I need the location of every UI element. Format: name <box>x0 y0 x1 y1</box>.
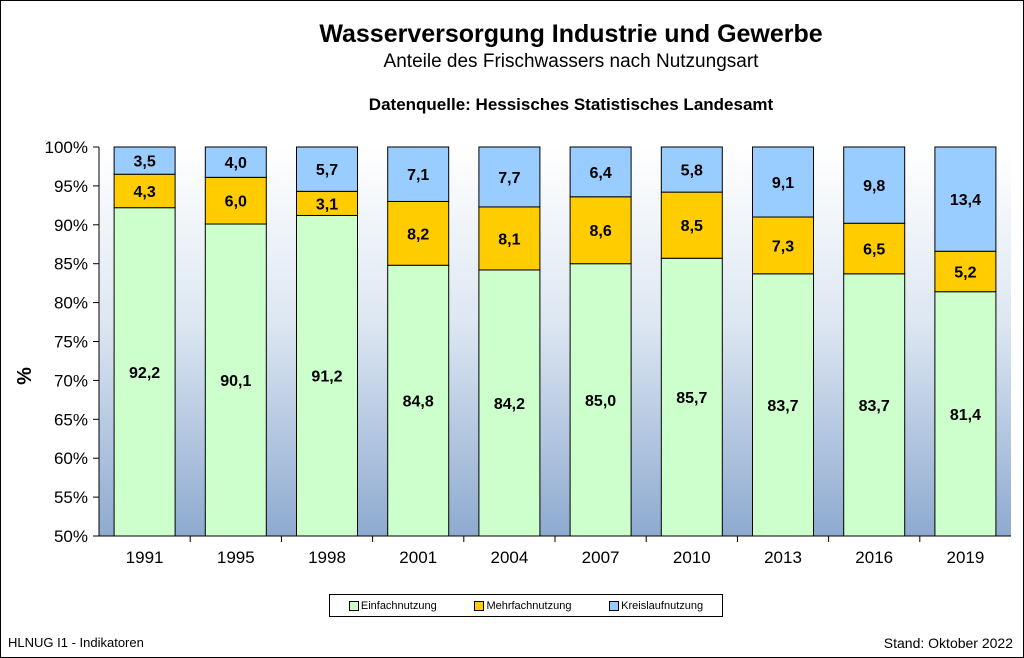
y-tick-label: 75% <box>54 333 88 352</box>
bar-einfachnutzung-2007 <box>569 263 632 537</box>
y-tick-label: 60% <box>54 449 88 468</box>
bar-mehrfachnutzung-2004 <box>478 206 541 271</box>
data-label: 9,8 <box>863 178 885 195</box>
x-tick-label: 2007 <box>582 548 620 567</box>
legend-label: Einfachnutzung <box>360 599 437 612</box>
data-label: 85,7 <box>676 390 707 407</box>
legend: Einfachnutzung Mehrfachnutzung Kreislauf… <box>329 594 723 617</box>
legend-label: Kreislaufnutzung <box>621 599 704 612</box>
data-label: 81,4 <box>950 407 981 424</box>
data-label: 90,1 <box>220 373 251 390</box>
bar-einfachnutzung-2013 <box>752 273 814 537</box>
data-label: 6,0 <box>225 194 247 211</box>
data-source: Datenquelle: Hessisches Statistisches La… <box>368 95 774 114</box>
y-tick-label: 65% <box>54 410 88 429</box>
chart-subtitle: Anteile des Frischwassers nach Nutzungsa… <box>383 51 759 72</box>
data-label: 3,5 <box>133 154 155 171</box>
bar-mehrfachnutzung-2010 <box>660 191 723 259</box>
bar-kreislaufnutzung-2010 <box>660 146 723 193</box>
y-tick-label: 80% <box>54 294 88 313</box>
x-tick-label: 2010 <box>673 548 711 567</box>
legend-label: Mehrfachnutzung <box>486 599 572 612</box>
y-tick-label: 50% <box>54 527 88 546</box>
bar-kreislaufnutzung-1995 <box>204 146 267 178</box>
data-label: 4,3 <box>133 184 155 201</box>
data-label: 6,5 <box>863 242 885 259</box>
footer-right: Stand: Oktober 2022 <box>883 635 1013 651</box>
data-label: 7,3 <box>772 238 794 255</box>
data-label: 5,2 <box>954 264 976 281</box>
bar-einfachnutzung-2019 <box>934 291 997 537</box>
bar-einfachnutzung-1998 <box>296 214 358 537</box>
data-label: 4,0 <box>225 155 247 172</box>
y-tick-label: 95% <box>54 177 88 196</box>
x-tick-label: 2004 <box>490 548 528 567</box>
data-label: 84,2 <box>494 396 525 413</box>
data-label: 8,5 <box>681 218 703 235</box>
chart-plot: 92,2 4,3 3,5 90,1 6,0 4,0 91,2 3,1 5,7 84,8 8,2 7,1… <box>14 138 1011 567</box>
x-tick-label: 1995 <box>217 548 255 567</box>
y-tick-label: 85% <box>54 255 88 274</box>
legend-item-mehrfachnutzung: Mehrfachnutzung <box>474 600 571 612</box>
bar-mehrfachnutzung-2013 <box>752 216 814 275</box>
data-label: 7,7 <box>498 170 520 187</box>
bar-kreislaufnutzung-2019 <box>934 146 997 252</box>
bar-kreislaufnutzung-1998 <box>296 146 358 192</box>
data-label: 8,1 <box>498 231 520 248</box>
data-label: 6,4 <box>589 165 611 182</box>
x-tick-label: 2013 <box>764 548 802 567</box>
data-label: 84,8 <box>403 394 434 411</box>
data-label: 5,7 <box>316 162 338 179</box>
data-label: 8,6 <box>589 223 611 240</box>
data-label: 92,2 <box>129 365 160 382</box>
x-tick-label: 2019 <box>946 548 984 567</box>
data-label: 13,4 <box>950 192 981 209</box>
legend-swatch-mehrfachnutzung <box>474 600 485 611</box>
bar-einfachnutzung-2010 <box>660 257 723 537</box>
bar-mehrfachnutzung-2016 <box>843 222 906 275</box>
bar-kreislaufnutzung-2001 <box>387 146 450 202</box>
bar-mehrfachnutzung-1998 <box>296 190 358 216</box>
x-tick-label: 1991 <box>126 548 164 567</box>
data-label: 83,7 <box>767 398 798 415</box>
data-label: 7,1 <box>407 167 429 184</box>
bar-mehrfachnutzung-2001 <box>387 200 450 266</box>
y-tick-label: 100% <box>45 138 88 157</box>
footer-left: HLNUG I1 - Indikatoren <box>8 635 144 650</box>
x-tick-label: 1998 <box>308 548 346 567</box>
data-label: 9,1 <box>772 175 794 192</box>
x-tick-label: 2016 <box>855 548 893 567</box>
bar-einfachnutzung-2001 <box>387 264 450 537</box>
data-label: 91,2 <box>311 369 342 386</box>
bar-kreislaufnutzung-2016 <box>843 146 906 224</box>
y-axis-label: % <box>14 367 36 385</box>
data-label: 85,0 <box>585 393 616 410</box>
data-label: 8,2 <box>407 226 429 243</box>
legend-item-kreislaufnutzung: Kreislaufnutzung <box>609 600 703 612</box>
bar-kreislaufnutzung-2004 <box>478 146 541 208</box>
bar-mehrfachnutzung-2007 <box>569 196 632 265</box>
bar-kreislaufnutzung-1991 <box>113 146 176 175</box>
data-label: 83,7 <box>859 398 890 415</box>
bar-mehrfachnutzung-2019 <box>934 250 997 293</box>
legend-item-einfachnutzung: Einfachnutzung <box>348 599 437 612</box>
bar-kreislaufnutzung-2013 <box>752 146 814 218</box>
data-label: 3,1 <box>316 196 338 213</box>
bar-kreislaufnutzung-2007 <box>569 146 632 198</box>
data-label: 5,8 <box>681 163 703 180</box>
y-tick-label: 90% <box>54 216 88 235</box>
chart-title: Wasserversorgung Industrie und Gewerbe <box>319 20 823 48</box>
legend-swatch-einfachnutzung <box>348 600 359 611</box>
bar-einfachnutzung-2016 <box>843 273 906 537</box>
y-tick-label: 70% <box>54 371 88 390</box>
bar-einfachnutzung-2004 <box>478 269 541 537</box>
legend-swatch-kreislaufnutzung <box>609 600 620 611</box>
x-tick-label: 2001 <box>399 548 437 567</box>
y-tick-label: 55% <box>54 488 88 507</box>
